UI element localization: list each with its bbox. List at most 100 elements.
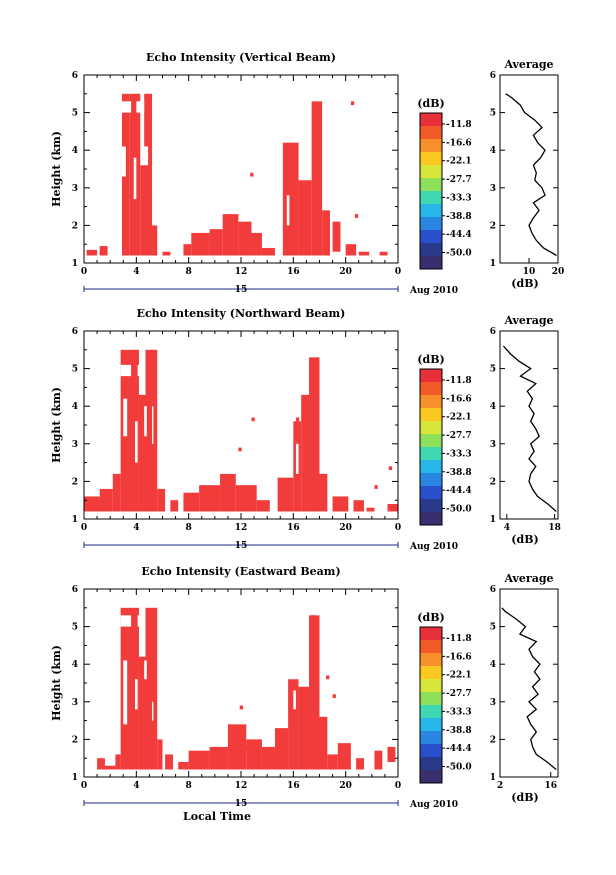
chart-2-echo-speck-3 bbox=[332, 694, 336, 699]
chart-0-colorbar-level-7: -50.0 bbox=[446, 248, 472, 258]
panel-northward-beam: Echo Intensity (Northward Beam)0 4 8 12 16 20… bbox=[50, 307, 561, 552]
chart-2-colorbar-level-6: -44.4 bbox=[446, 744, 472, 754]
chart-1-echo-cell-12 bbox=[220, 473, 236, 512]
chart-1-echo-cell-17 bbox=[301, 394, 310, 512]
chart-1-colorbar-band-11 bbox=[420, 512, 442, 526]
chart-0-colorbar-band-6 bbox=[420, 191, 442, 205]
chart-0-colorbar-band-5 bbox=[420, 178, 442, 192]
chart-2-echo-cell-0 bbox=[97, 758, 105, 770]
chart-1-colorbar-band-0 bbox=[420, 369, 442, 383]
chart-2-colorbar-level-0: -11.8 bbox=[446, 634, 472, 644]
chart-0-colorbar-band-0 bbox=[420, 113, 442, 127]
chart-1-echo-cell-13 bbox=[235, 485, 257, 512]
chart-1-ytick-label-2: 3 bbox=[72, 440, 78, 450]
chart-1-colorbar-level-3: -27.7 bbox=[446, 431, 472, 441]
chart-1-colorbar-level-6: -44.4 bbox=[446, 486, 472, 496]
chart-2-echo-cell-4 bbox=[128, 607, 139, 770]
chart-2-echo-speck-0 bbox=[239, 705, 243, 710]
chart-1-xtick-label-5: 20 bbox=[339, 523, 352, 533]
chart-1-title: Echo Intensity (Northward Beam) bbox=[137, 307, 346, 320]
chart-0-echo-cell-18 bbox=[322, 210, 330, 256]
chart-1-colorbar-unit: (dB) bbox=[417, 353, 444, 366]
chart-1-avg-xtick-label-0: 4 bbox=[504, 523, 510, 533]
chart-1-ytick-label-0: 1 bbox=[72, 515, 78, 525]
chart-0-avg-xtick-label-0: 10 bbox=[523, 267, 536, 277]
chart-1-avg-xtick-label-1: 18 bbox=[548, 523, 561, 533]
chart-2-colorbar-band-8 bbox=[420, 731, 442, 745]
chart-1-echo-cell-23 bbox=[387, 503, 398, 512]
chart-1-date-label: 15 bbox=[235, 541, 248, 551]
chart-0-colorbar-level-3: -27.7 bbox=[446, 175, 472, 185]
chart-0-ytick-label-5: 6 bbox=[72, 71, 78, 81]
chart-0-echo-cell-21 bbox=[358, 251, 370, 256]
chart-0-colorbar-band-3 bbox=[420, 152, 442, 166]
chart-1-echo-cell-7 bbox=[145, 349, 158, 512]
chart-0-echo-speck-3 bbox=[354, 214, 359, 218]
chart-1-echo-cell-8 bbox=[157, 488, 166, 512]
chart-2-colorbar-level-5: -38.8 bbox=[446, 726, 472, 736]
chart-2-gap-2 bbox=[123, 660, 128, 725]
chart-0-title: Echo Intensity (Vertical Beam) bbox=[146, 51, 336, 64]
chart-2-echo-cell-10 bbox=[188, 750, 210, 770]
chart-2-echo-speck-2 bbox=[311, 615, 315, 620]
chart-0-gap-0 bbox=[121, 101, 132, 113]
chart-2-gap-0 bbox=[120, 615, 132, 627]
chart-0-avg-xlabel: (dB) bbox=[511, 277, 538, 290]
chart-2-colorbar-band-3 bbox=[420, 666, 442, 680]
chart-1-avg-ytick-label-5: 6 bbox=[490, 327, 496, 337]
chart-1-gap-6 bbox=[152, 406, 154, 444]
chart-0-colorbar-level-4: -33.3 bbox=[446, 193, 472, 203]
chart-2-avg-ytick-label-1: 2 bbox=[490, 735, 496, 745]
chart-0-colorbar-level-6: -44.4 bbox=[446, 230, 472, 240]
chart-2-colorbar-band-11 bbox=[420, 770, 442, 784]
chart-1-echo-cell-11 bbox=[199, 485, 221, 512]
chart-1-avg-ytick-label-3: 4 bbox=[490, 402, 496, 412]
chart-2-ytick-label-0: 1 bbox=[72, 773, 78, 783]
chart-2-echo-cell-16 bbox=[288, 679, 299, 770]
chart-0-avg-ytick-label-2: 3 bbox=[490, 184, 496, 194]
chart-1-gap-1 bbox=[137, 364, 146, 377]
chart-0-echo-cell-7 bbox=[162, 251, 171, 256]
chart-0-echo-speck-0 bbox=[250, 172, 254, 177]
chart-1-xtick-label-3: 12 bbox=[235, 523, 248, 533]
chart-2-colorbar-level-3: -27.7 bbox=[446, 689, 472, 699]
chart-0-echo-cell-5 bbox=[144, 93, 153, 256]
chart-0-echo-cell-11 bbox=[222, 214, 239, 256]
chart-2-echo-cell-13 bbox=[246, 739, 262, 770]
chart-1-gap-2 bbox=[123, 398, 128, 437]
chart-2-xtick-label-4: 16 bbox=[287, 781, 300, 791]
chart-0-echo-cell-12 bbox=[238, 221, 252, 256]
chart-2-avg-ytick-label-5: 6 bbox=[490, 585, 496, 595]
chart-2-echo-cell-11 bbox=[209, 746, 228, 770]
chart-0-colorbar-unit: (dB) bbox=[417, 97, 444, 110]
chart-0-echo-cell-14 bbox=[261, 247, 276, 256]
chart-2-xtick-label-2: 8 bbox=[186, 781, 192, 791]
chart-2-colorbar-band-4 bbox=[420, 679, 442, 693]
chart-0-gap-2 bbox=[121, 146, 126, 177]
chart-0-gap-3 bbox=[133, 157, 137, 200]
chart-0-echo-cell-0 bbox=[86, 249, 98, 256]
chart-0-avg-ytick-label-4: 5 bbox=[490, 109, 496, 119]
chart-2-ytick-label-4: 5 bbox=[72, 623, 78, 633]
chart-1-xtick-label-2: 8 bbox=[186, 523, 192, 533]
chart-2-colorbar-band-1 bbox=[420, 640, 442, 654]
chart-0-avg-profile-line bbox=[505, 93, 557, 257]
chart-1-ytick-label-5: 6 bbox=[72, 327, 78, 337]
chart-1-colorbar-band-4 bbox=[420, 421, 442, 435]
chart-2-date-label: 15 bbox=[235, 799, 248, 809]
chart-2-xtick-label-3: 12 bbox=[235, 781, 248, 791]
chart-0-xtick-label-3: 12 bbox=[235, 267, 248, 277]
chart-1-colorbar-level-0: -11.8 bbox=[446, 376, 472, 386]
chart-0-colorbar-band-1 bbox=[420, 126, 442, 140]
chart-1-colorbar-level-2: -22.1 bbox=[446, 413, 472, 423]
chart-2-colorbar-band-6 bbox=[420, 705, 442, 719]
chart-2-echo-cell-24 bbox=[387, 746, 396, 762]
chart-2-echo-cell-7 bbox=[157, 739, 163, 770]
chart-2-echo-speck-4 bbox=[326, 675, 330, 680]
chart-2-echo-cell-9 bbox=[178, 761, 189, 770]
chart-1-colorbar-level-4: -33.3 bbox=[446, 449, 472, 459]
chart-1-echo-cell-10 bbox=[183, 492, 200, 512]
panel-vertical-beam: Echo Intensity (Vertical Beam)0 4 8 12 16 20 0… bbox=[50, 51, 564, 296]
chart-2-colorbar-band-5 bbox=[420, 692, 442, 706]
